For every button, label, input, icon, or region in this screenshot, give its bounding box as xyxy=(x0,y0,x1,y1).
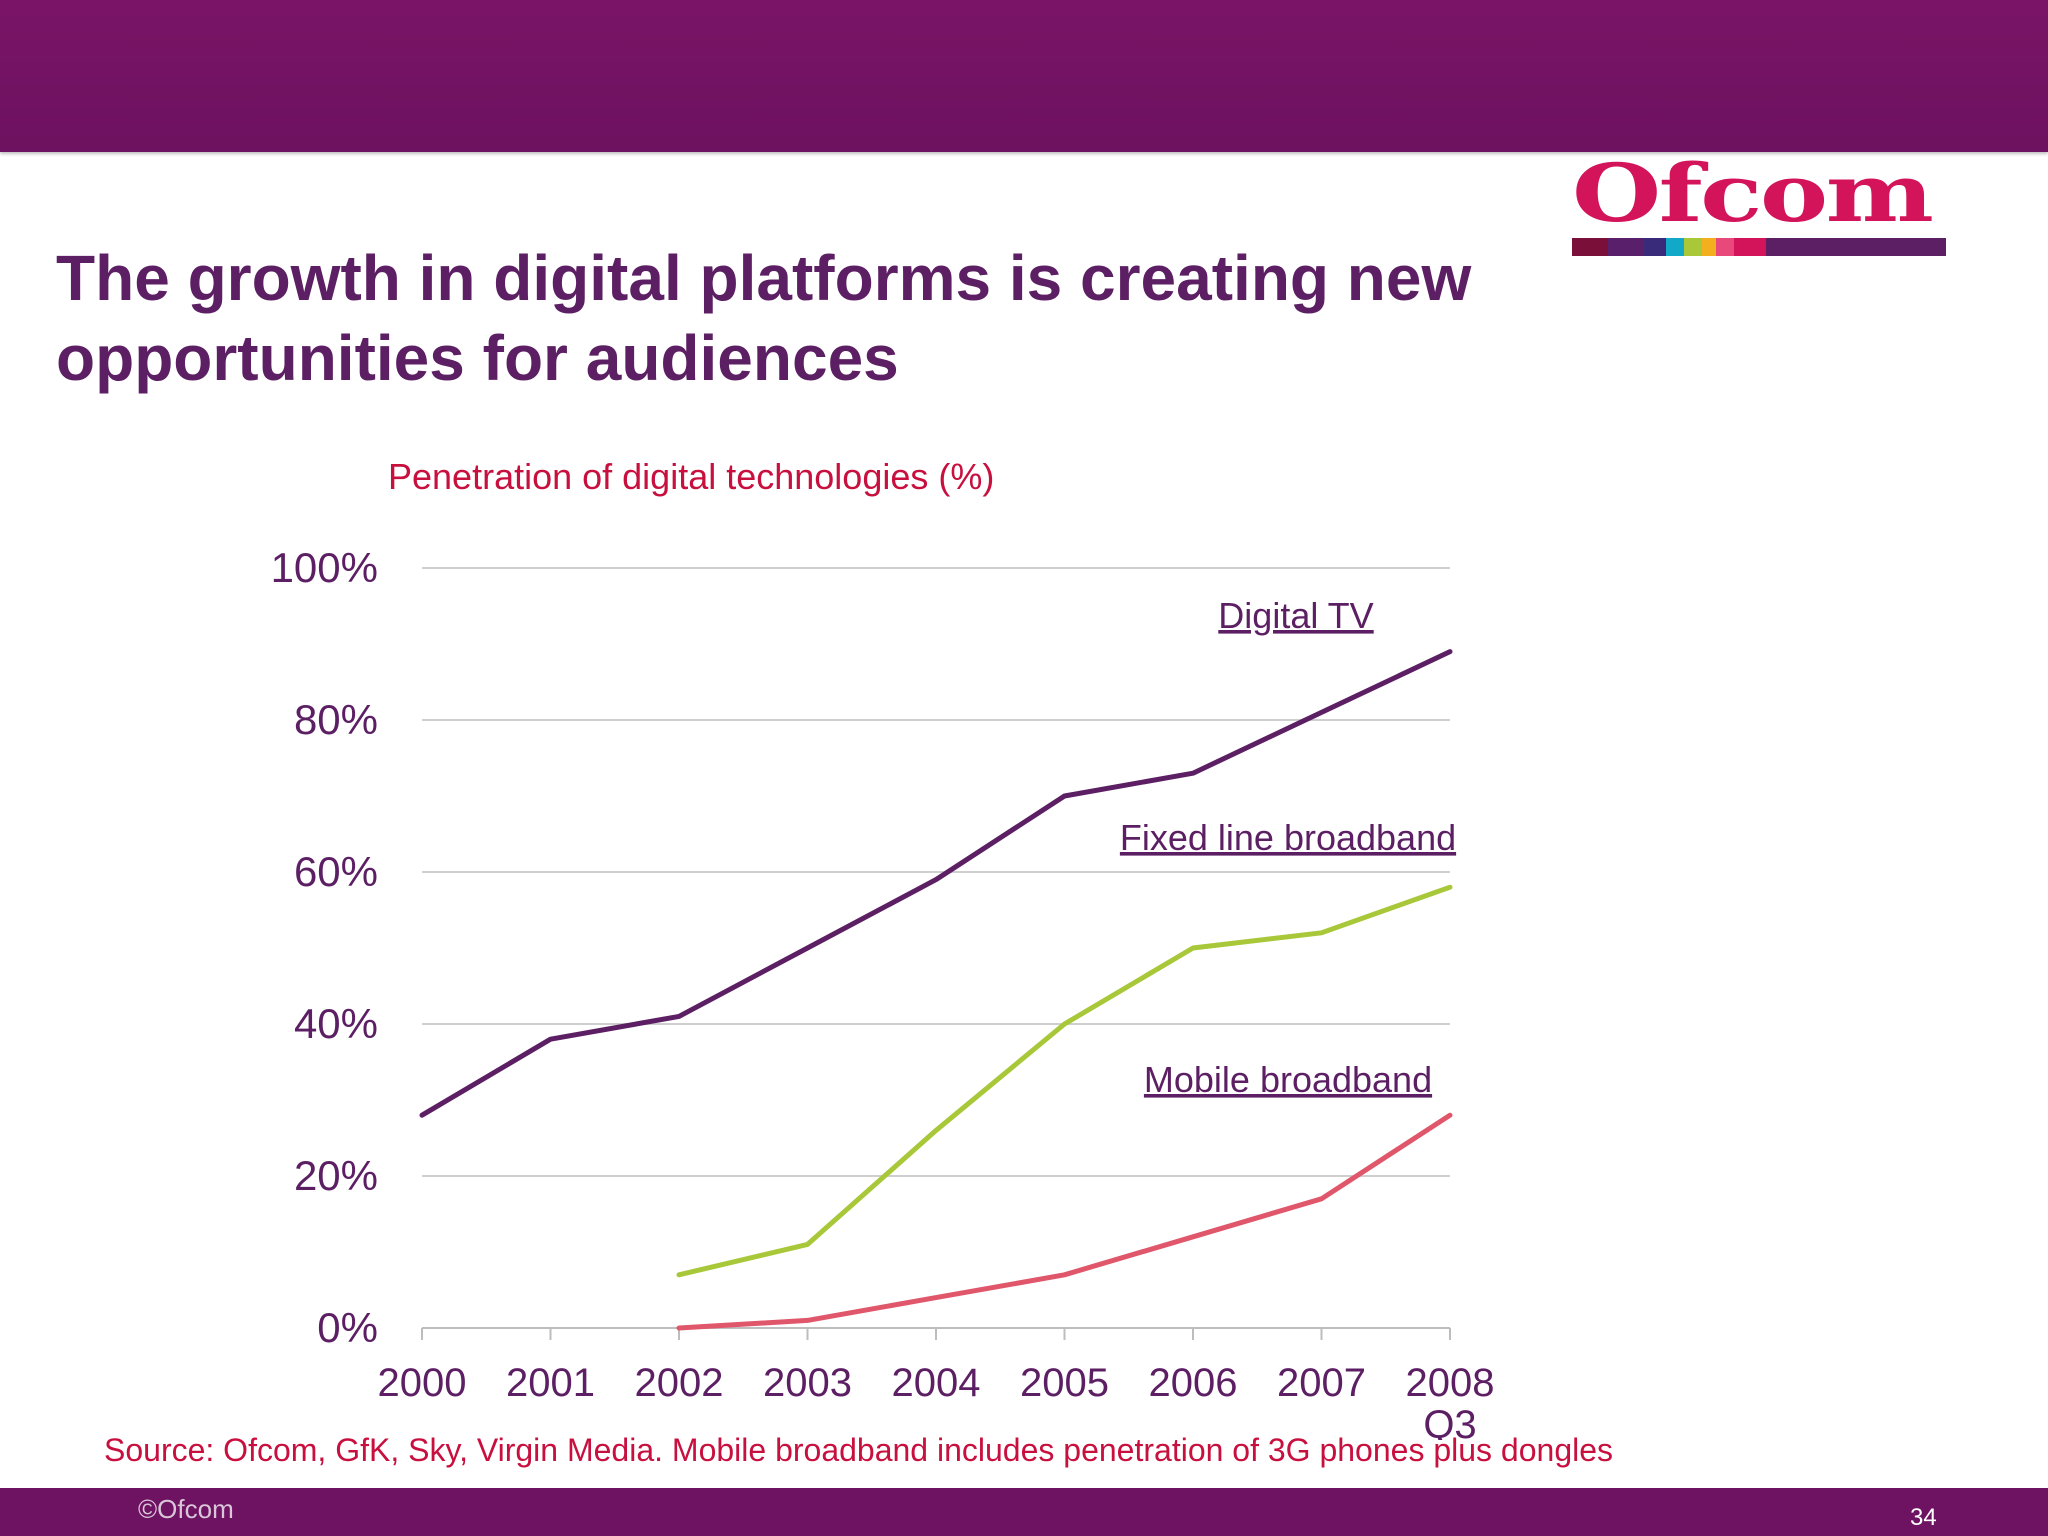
x-tick-label: 2008 Q3 xyxy=(1406,1361,1495,1440)
x-tick-label-line: 2000 xyxy=(378,1361,467,1405)
footer-band xyxy=(0,1488,2048,1536)
y-tick-label: 80% xyxy=(294,696,378,743)
x-tick-label: 2007 xyxy=(1277,1361,1366,1405)
x-tick-label: 2002 xyxy=(635,1361,724,1405)
x-tick-label-line: 2005 xyxy=(1020,1361,1109,1405)
x-tick-label: 2005 xyxy=(1020,1361,1109,1405)
x-tick-label-line: 2003 xyxy=(763,1361,852,1405)
line-chart: 0% 20% 40% 60% 80% 100% 2000 2001 2002 2003 2004 20… xyxy=(271,544,1495,1440)
header-band xyxy=(0,0,2048,152)
slide-title: The growth in digital platforms is creat… xyxy=(56,242,1472,394)
x-tick-label-line: 2006 xyxy=(1149,1361,1238,1405)
ofcom-logo-text: Ofcom xyxy=(1572,146,1934,240)
series-label: Digital TV xyxy=(1218,595,1373,636)
ofcom-logo: Ofcom xyxy=(1572,150,1946,260)
x-tick-label: 2004 xyxy=(892,1361,981,1405)
ofcom-logo-color-bar xyxy=(1572,238,1946,256)
x-tick-label-line: 2007 xyxy=(1277,1361,1366,1405)
x-tick-label: 2001 xyxy=(506,1361,595,1405)
chart-title: Penetration of digital technologies (%) xyxy=(388,456,995,497)
y-tick-label: 0% xyxy=(317,1304,378,1351)
x-tick-label-line: 2004 xyxy=(892,1361,981,1405)
y-tick-label: 60% xyxy=(294,848,378,895)
series-label: Mobile broadband xyxy=(1144,1059,1432,1100)
source-note: Source: Ofcom, GfK, Sky, Virgin Media. M… xyxy=(104,1432,1614,1468)
copyright-text: ©Ofcom xyxy=(138,1494,234,1524)
series-line-fixed-line-broadband xyxy=(676,884,1453,1278)
series-label: Fixed line broadband xyxy=(1120,817,1456,858)
x-tick-label-line: 2002 xyxy=(635,1361,724,1405)
x-tick-label-line: 2008 xyxy=(1406,1361,1495,1405)
x-tick-label: 2006 xyxy=(1149,1361,1238,1405)
y-tick-label: 100% xyxy=(271,544,378,591)
x-tick-label-line: 2001 xyxy=(506,1361,595,1405)
page-number: 34 xyxy=(1910,1504,1937,1531)
x-tick-label-line: Q3 xyxy=(1423,1403,1476,1440)
y-tick-label: 40% xyxy=(294,1000,378,1047)
series-line-mobile-broadband xyxy=(676,1112,1453,1331)
y-tick-label: 20% xyxy=(294,1152,378,1199)
series-line-digital-tv xyxy=(419,649,1453,1118)
x-tick-label: 2003 xyxy=(763,1361,852,1405)
x-tick-label: 2000 xyxy=(378,1361,467,1405)
